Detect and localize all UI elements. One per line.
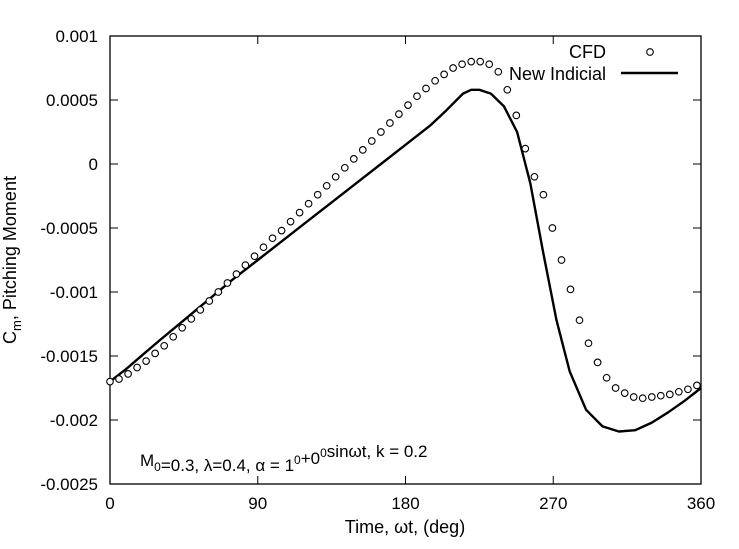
cfd-point (367, 137, 376, 145)
cfd-point (647, 393, 656, 401)
x-tick-label: 180 (391, 494, 419, 513)
x-tick-label: 270 (539, 494, 567, 513)
cfd-point (656, 391, 665, 400)
cfd-point (151, 349, 159, 358)
cfd-point (106, 377, 114, 386)
cfd-point (521, 144, 530, 153)
cfd-point (386, 119, 394, 127)
cfd-point (322, 181, 331, 190)
cfd-point (395, 110, 403, 118)
y-tick-label: -0.0025 (40, 475, 98, 494)
cfd-point (304, 199, 313, 208)
x-tick-label: 90 (248, 494, 267, 513)
cfd-point (268, 234, 277, 243)
series-new-indicial-line (109, 88, 702, 433)
cfd-point (494, 67, 503, 76)
cfd-point (512, 111, 521, 120)
cfd-point (295, 208, 304, 217)
legend: CFD New Indicial (509, 42, 678, 84)
cfd-point (232, 270, 241, 278)
cfd-point (223, 279, 232, 287)
cfd-point (431, 76, 439, 85)
y-tick-label: -0.0015 (40, 347, 98, 366)
cfd-point (638, 394, 647, 403)
cfd-point (458, 60, 466, 69)
cfd-point (602, 373, 611, 382)
annotation-part: 0 (294, 453, 301, 467)
cfd-point (584, 339, 593, 348)
cfd-point (313, 190, 322, 199)
series-layer (106, 57, 702, 433)
cfd-point (124, 370, 132, 378)
cfd-point (557, 256, 566, 264)
y-tick-label: -0.001 (50, 283, 98, 302)
cfd-point (277, 226, 286, 235)
annotation-part: sinωt, k = 0.2 (327, 442, 428, 461)
cfd-point (404, 101, 412, 109)
legend-label-new-indicial: New Indicial (509, 64, 606, 84)
cfd-point (160, 341, 169, 350)
annotation: M0=0.3, λ=0.4, α = 10+00sinωt, k = 0.2 (140, 442, 427, 475)
cfd-point (286, 217, 295, 226)
annotation-part: +0 (301, 449, 320, 468)
cfd-point (503, 85, 512, 94)
cfd-point (629, 393, 638, 401)
annotation-part: 0 (154, 460, 161, 474)
cfd-point (539, 190, 548, 199)
cfd-point (413, 92, 421, 101)
y-tick-label: -0.002 (50, 411, 98, 430)
cfd-point (440, 70, 448, 79)
y-tick-label: 0.001 (55, 27, 98, 46)
legend-label-cfd: CFD (569, 42, 606, 62)
legend-marker-cfd (646, 48, 654, 56)
cfd-point (241, 261, 250, 269)
cfd-point (115, 375, 123, 383)
cfd-point (133, 363, 141, 372)
cfd-point (259, 243, 268, 252)
x-tick-label: 0 (105, 494, 114, 513)
x-axis-title: Time, ωt, (deg) (345, 517, 465, 537)
cfd-point (340, 163, 349, 172)
y-axis-title: Cm, Pitching Moment (0, 176, 24, 344)
ticks: 0 90 180 270 360 0.001 0.0005 0 -0.0005 -0.001 -0.… (40, 27, 715, 513)
cfd-point (575, 316, 584, 325)
y-tick-label: 0.0005 (46, 91, 98, 110)
cfd-point (593, 358, 602, 367)
y-tick-label: -0.0005 (40, 219, 98, 238)
annotation-part: 0 (320, 446, 327, 460)
annotation-part: M (140, 451, 154, 470)
cfd-point (693, 381, 701, 390)
cfd-point (467, 57, 476, 66)
cfd-point (476, 57, 485, 66)
cfd-point (684, 385, 692, 394)
cfd-point (349, 155, 358, 163)
cfd-point (250, 252, 259, 261)
cfd-point (611, 384, 620, 392)
x-tick-label: 360 (687, 494, 715, 513)
cfd-point (196, 306, 205, 314)
cfd-point (422, 84, 430, 93)
cfd-point (358, 146, 367, 154)
cfd-point (142, 357, 150, 365)
cfd-point (187, 315, 196, 323)
cfd-point (530, 172, 539, 181)
cfd-point (566, 285, 575, 294)
cfd-point (548, 224, 557, 232)
cfd-point (377, 128, 385, 136)
cfd-point (178, 323, 187, 332)
cfd-point (665, 390, 674, 399)
cfd-point (449, 64, 457, 72)
cfd-point (674, 387, 683, 396)
cfd-point (485, 60, 494, 69)
cfd-point (331, 172, 340, 181)
cfd-point (620, 389, 629, 397)
annotation-part: =0.3, λ=0.4, α = 1 (161, 456, 294, 475)
cfd-point (169, 332, 178, 341)
cfd-point (205, 297, 214, 305)
y-tick-label: 0 (89, 155, 98, 174)
cfd-point (214, 288, 223, 296)
